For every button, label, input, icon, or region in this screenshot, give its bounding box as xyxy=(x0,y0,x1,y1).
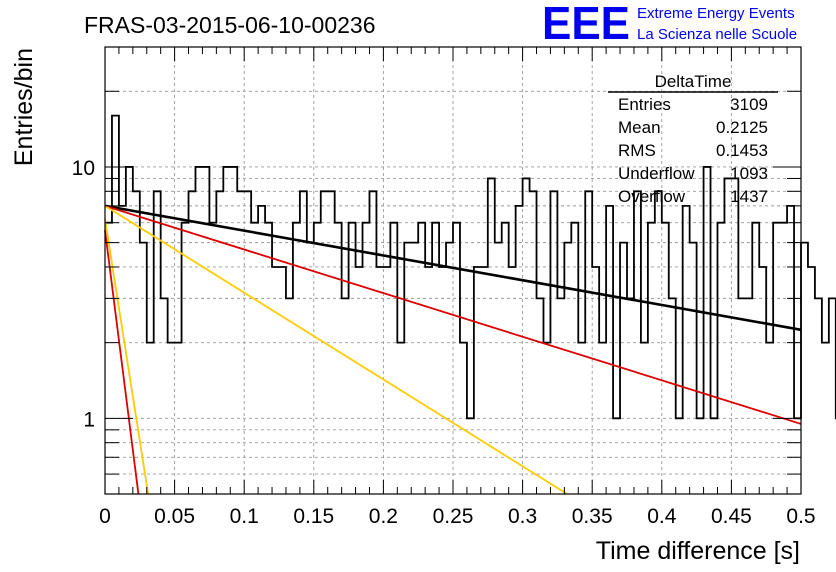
stats-rows: Entries 3109 Mean 0.2125 RMS 0.1453 Underflow 1… xyxy=(618,95,768,206)
chart-title: FRAS-03-2015-06-10-00236 xyxy=(84,12,376,38)
stats-box: DeltaTime Entries 3109 Mean 0.2125 RMS 0.1453… xyxy=(608,72,778,206)
x-tick-label: 0.35 xyxy=(572,505,613,528)
fit-lines xyxy=(104,204,802,495)
x-tick-labels: 0 0.05 0.1 0.15 0.2 0.25 0.3 0.35 0.4 0.45 0.5 xyxy=(99,505,815,528)
x-tick-label: 0.2 xyxy=(369,505,398,528)
stats-box-title: DeltaTime xyxy=(655,72,732,91)
stats-row-label: Mean xyxy=(618,118,661,137)
y-tick-label: 1 xyxy=(83,408,95,431)
stats-row-value: 0.1453 xyxy=(716,141,768,160)
histogram-bars xyxy=(105,114,836,420)
logo-line-2: La Scienza nelle Scuole xyxy=(637,26,797,43)
x-tick-label: 0.45 xyxy=(711,505,752,528)
x-tick-label: 0.25 xyxy=(433,505,474,528)
stats-row-value: 1437 xyxy=(730,187,768,206)
fit-line xyxy=(104,205,568,495)
x-tick-label: 0.15 xyxy=(293,505,334,528)
y-tick-label: 10 xyxy=(72,157,95,180)
axis-ticks xyxy=(104,47,802,494)
x-tick-label: 0.5 xyxy=(786,505,815,528)
stats-row-label: Underflow xyxy=(618,164,695,183)
y-tick-labels: 1 10 xyxy=(72,157,95,431)
x-axis-label: Time difference [s] xyxy=(596,537,800,565)
eee-logo: EEE Extreme Energy Events La Scienza nel… xyxy=(542,0,797,49)
fit-line xyxy=(104,204,802,332)
stats-row-value: 3109 xyxy=(730,95,768,114)
stats-row-label: Entries xyxy=(618,95,671,114)
stats-row-value: 1093 xyxy=(730,164,768,183)
x-tick-label: 0.3 xyxy=(508,505,537,528)
logo-line-1: Extreme Energy Events xyxy=(637,5,795,22)
x-tick-label: 0 xyxy=(99,505,111,528)
logo-eee: EEE xyxy=(542,0,630,49)
stats-row-value: 0.2125 xyxy=(716,118,768,137)
fit-line xyxy=(104,218,150,495)
x-tick-label: 0.4 xyxy=(647,505,677,528)
stats-row-label: RMS xyxy=(618,141,656,160)
y-axis-label: Entries/bin xyxy=(10,48,38,166)
x-tick-label: 0.05 xyxy=(154,505,195,528)
histogram-outline xyxy=(105,114,836,420)
fit-line xyxy=(104,205,802,425)
x-tick-label: 0.1 xyxy=(230,505,259,528)
stats-row-label: Overflow xyxy=(618,187,686,206)
fit-line xyxy=(104,230,140,495)
